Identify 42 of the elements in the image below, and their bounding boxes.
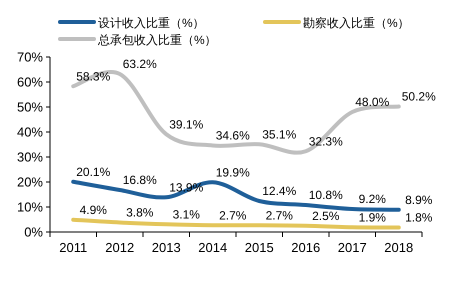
x-tick-label: 2018 (384, 240, 414, 255)
data-label: 16.8% (122, 173, 158, 187)
data-label: 63.2% (122, 57, 158, 71)
x-tick-label: 2017 (338, 240, 367, 255)
x-tick-label: 2015 (244, 240, 274, 255)
data-label: 3.8% (126, 206, 154, 220)
data-label: 19.9% (216, 165, 250, 180)
data-label: 48.0% (355, 95, 390, 109)
legend-label: 勘察收入比重（%） (303, 16, 410, 30)
x-tick-label: 2011 (59, 240, 88, 255)
data-label: 1.9% (358, 210, 386, 224)
data-label: 10.8% (308, 188, 344, 202)
y-tick-label: 0% (24, 224, 44, 240)
data-label: 1.8% (405, 210, 433, 224)
data-label: 58.3% (76, 69, 111, 84)
data-label: 2.7% (219, 208, 247, 222)
y-tick-label: 50% (16, 100, 44, 114)
data-label: 4.9% (80, 202, 108, 217)
data-label: 3.1% (172, 207, 200, 222)
y-tick-label: 10% (16, 200, 44, 214)
data-label: 35.1% (262, 127, 297, 142)
data-label: 9.2% (358, 192, 386, 206)
data-label: 20.1% (76, 164, 111, 179)
y-tick-label: 60% (16, 74, 44, 90)
x-tick-label: 2014 (198, 240, 228, 255)
data-label: 39.1% (169, 117, 204, 132)
y-tick-label: 70% (16, 50, 44, 64)
data-label: 8.9% (405, 192, 433, 207)
x-tick-label: 2013 (152, 240, 181, 255)
data-label: 32.3% (308, 134, 344, 148)
data-label: 2.5% (312, 208, 340, 223)
x-tick-label: 2016 (291, 240, 320, 255)
x-tick-label: 2012 (105, 240, 134, 255)
data-label: 12.4% (262, 184, 297, 198)
data-label: 50.2% (402, 90, 436, 104)
y-tick-label: 30% (16, 150, 44, 164)
y-tick-label: 40% (16, 124, 44, 140)
data-label: 34.6% (216, 128, 250, 142)
legend-label: 总承包收入比重（%） (97, 33, 217, 47)
data-label: 2.7% (266, 208, 294, 222)
y-tick-label: 20% (16, 174, 44, 190)
legend-label: 设计收入比重（%） (98, 16, 205, 30)
